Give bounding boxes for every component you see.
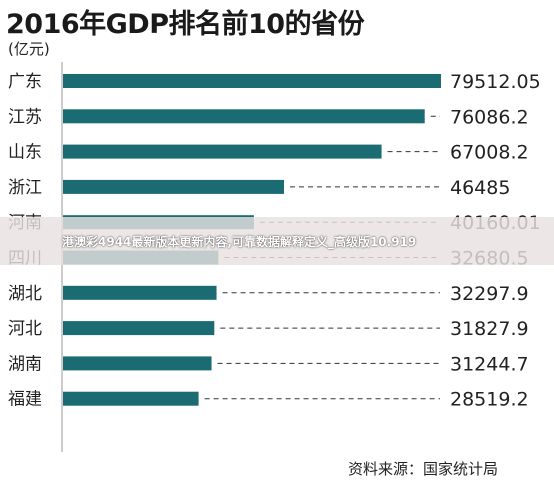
category-label: 广东 [8,72,42,92]
value-label: 31244.7 [450,353,529,375]
bar [63,179,284,194]
category-label: 福建 [8,390,42,410]
category-label: 浙江 [8,178,42,198]
bar [63,321,215,336]
category-label: 河北 [8,319,42,339]
watermark-banner: 港澳彩4944最新版本更新内容,可靠数据解释定义_高级版10.919 [0,217,554,265]
bar [63,74,441,88]
bar [63,144,382,159]
category-label: 湖南 [8,354,42,374]
bar [63,356,212,371]
bar [63,285,217,300]
value-label: 32297.9 [450,283,529,305]
unit-label: (亿元) [8,40,50,58]
category-label: 山东 [8,143,42,163]
value-label: 28519.2 [450,389,529,411]
watermark-text: 港澳彩4944最新版本更新内容,可靠数据解释定义_高级版10.919 [62,235,417,249]
value-label: 46485 [450,177,510,199]
chart-title: 2016年GDP排名前10的省份 [6,9,365,40]
value-label: 76086.2 [450,106,529,128]
value-label: 67008.2 [450,142,529,164]
bar [63,109,425,124]
value-label: 31827.9 [450,318,529,340]
value-label: 79512.05 [450,71,541,93]
source-label: 资料来源：国家统计局 [348,460,499,478]
category-label: 江苏 [8,107,42,127]
bar [63,391,199,406]
category-label: 湖北 [8,284,42,304]
